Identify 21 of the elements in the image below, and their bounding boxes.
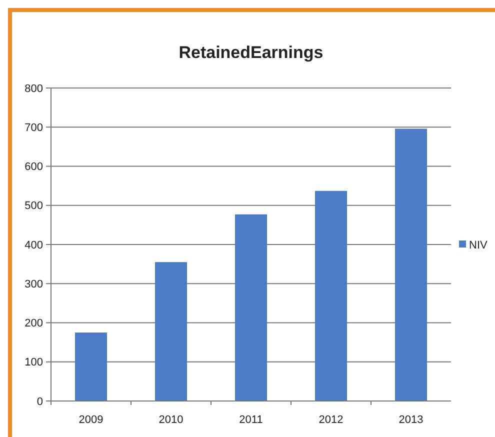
bar: [75, 332, 107, 401]
y-tick-label: 500: [24, 200, 43, 212]
x-tick-label: 2011: [239, 414, 263, 426]
y-tick-label: 800: [24, 82, 43, 95]
y-tick-label: 0: [36, 396, 43, 408]
bar: [235, 214, 267, 401]
y-tick-label: 100: [24, 356, 43, 369]
legend-label: NIV: [469, 239, 488, 252]
y-tick-label: 300: [24, 278, 43, 290]
bar: [395, 128, 427, 401]
y-tick-label: 600: [24, 161, 43, 174]
x-tick-label: 2009: [78, 414, 104, 426]
chart-title: RetainedEarnings: [178, 43, 324, 62]
y-tick-label: 700: [24, 122, 43, 134]
y-tick-label: 200: [24, 318, 43, 330]
x-tick-label: 2013: [398, 414, 424, 426]
x-tick-label: 2012: [318, 414, 344, 426]
y-tick-label: 400: [24, 239, 43, 252]
bar: [155, 262, 187, 401]
x-tick-label: 2010: [158, 414, 184, 426]
bar: [315, 190, 347, 401]
